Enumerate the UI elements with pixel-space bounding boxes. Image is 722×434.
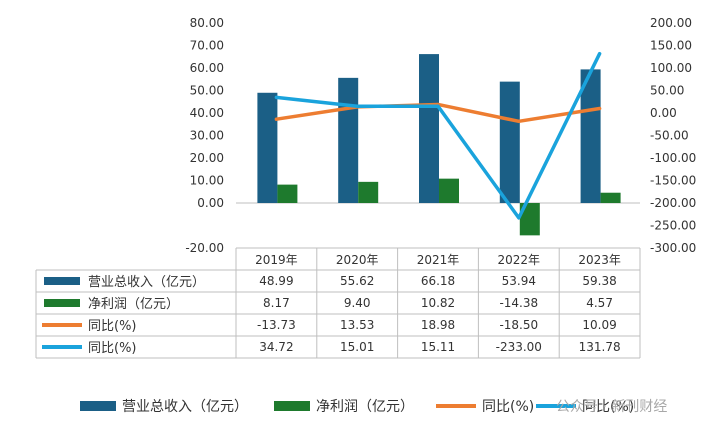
table-cell-value: 18.98: [421, 318, 455, 332]
table-cell-value: 55.62: [340, 274, 374, 288]
table-legend-key: [44, 299, 80, 307]
left-axis-tick-label: 0.00: [197, 196, 224, 210]
left-axis-tick-label: 40.00: [190, 106, 224, 120]
table-cell-value: 66.18: [421, 274, 455, 288]
table-cell-value: 9.40: [344, 296, 371, 310]
right-axis-tick-label: 150.00: [650, 39, 692, 53]
bar: [439, 178, 459, 203]
table-cell-value: 13.53: [340, 318, 374, 332]
legend-label: 营业总收入（亿元）: [122, 399, 248, 415]
table-row-label: 净利润（亿元）: [88, 297, 179, 312]
left-axis-tick-label: 60.00: [190, 61, 224, 75]
left-axis-tick-label: 20.00: [190, 151, 224, 165]
table-cell-value: 10.82: [421, 296, 455, 310]
right-axis-tick-label: 50.00: [650, 84, 684, 98]
left-axis-tick-label: 80.00: [190, 16, 224, 30]
table-cell-value: 34.72: [259, 340, 293, 354]
bar: [580, 69, 601, 204]
watermark-text: 公众号 · 新刊财经: [556, 399, 667, 415]
table-legend-key: [44, 277, 80, 285]
left-axis-tick-label: 30.00: [190, 129, 224, 143]
table-cell-value: 15.01: [340, 340, 374, 354]
bar: [338, 77, 359, 203]
table-cell-value: 48.99: [259, 274, 293, 288]
right-axis: -300.00 -250.00 -200.00 -150.00 -100.00 -50.0…: [650, 16, 696, 255]
table-cell-value: -13.73: [257, 318, 296, 332]
table-cell-value: 131.78: [579, 340, 621, 354]
right-axis-tick-label: 100.00: [650, 61, 692, 75]
table-cell-value: 8.17: [263, 296, 290, 310]
bar: [358, 181, 379, 203]
bar: [519, 203, 540, 236]
table-cell-value: -233.00: [496, 340, 542, 354]
right-axis-tick-label: -150.00: [650, 174, 696, 188]
left-axis-tick-label: 50.00: [190, 84, 224, 98]
table-cell-value: 4.57: [586, 296, 613, 310]
bar: [277, 184, 298, 203]
bar: [257, 92, 278, 203]
left-axis-tick-label: 70.00: [190, 39, 224, 53]
table-cell-value: -14.38: [499, 296, 538, 310]
right-axis-tick-label: -100.00: [650, 151, 696, 165]
table-cell-value: -18.50: [499, 318, 538, 332]
category-label: 2021年: [417, 253, 460, 267]
left-axis: -20.00 0.00 10.00 20.00 30.00 40.00 50.00 60.00…: [185, 16, 224, 255]
table-row-label: 同比(%): [88, 319, 137, 334]
legend-key: [80, 401, 116, 411]
right-axis-tick-label: 0.00: [650, 106, 677, 120]
legend: 营业总收入（亿元） 净利润（亿元） 同比(%) 同比(%): [80, 399, 634, 415]
legend-label: 净利润（亿元）: [316, 399, 414, 415]
bar: [600, 192, 621, 203]
right-axis-tick-label: 200.00: [650, 16, 692, 30]
table-cell-value: 10.09: [582, 318, 616, 332]
left-axis-tick-label: 10.00: [190, 174, 224, 188]
bar: [419, 54, 439, 203]
category-label: 2019年: [255, 253, 298, 267]
left-axis-tick-label: -20.00: [185, 241, 224, 255]
right-axis-tick-label: -300.00: [650, 241, 696, 255]
bar: [499, 81, 520, 203]
plot-area: [236, 51, 640, 236]
table-row-label: 同比(%): [88, 341, 137, 356]
category-label: 2022年: [498, 253, 541, 267]
right-axis-tick-label: -250.00: [650, 219, 696, 233]
right-axis-tick-label: -50.00: [650, 129, 689, 143]
category-label: 2023年: [578, 253, 621, 267]
table-cell-value: 53.94: [502, 274, 536, 288]
category-label: 2020年: [336, 253, 379, 267]
table-row-label: 营业总收入（亿元）: [88, 275, 205, 290]
legend-label: 同比(%): [482, 399, 534, 415]
table-cell-value: 15.11: [421, 340, 455, 354]
legend-key: [274, 401, 310, 411]
legend-label: 同比(%): [582, 399, 634, 415]
table-cell-value: 59.38: [582, 274, 616, 288]
right-axis-tick-label: -200.00: [650, 196, 696, 210]
